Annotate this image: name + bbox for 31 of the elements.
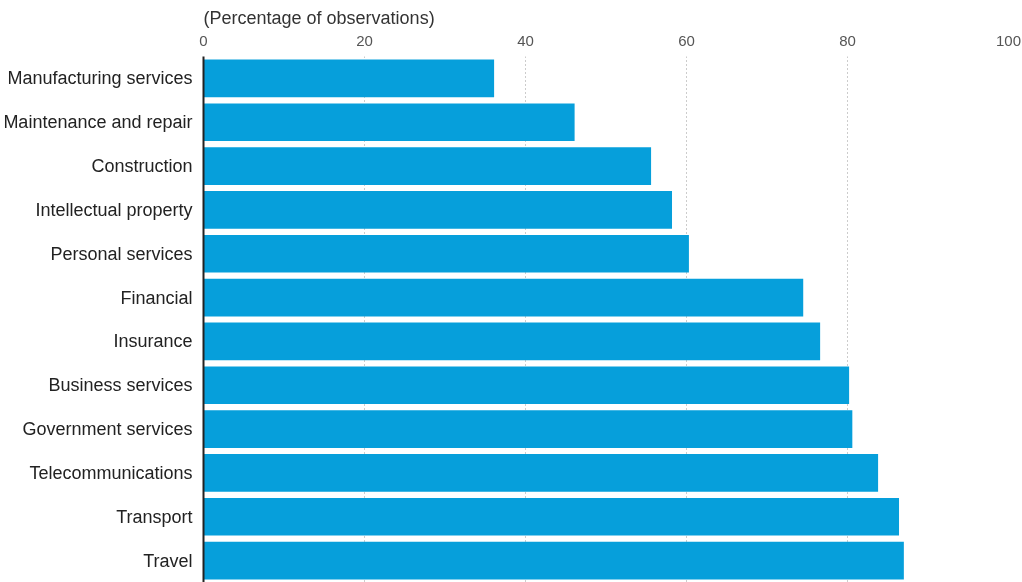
chart-subtitle: (Percentage of observations) xyxy=(203,7,435,28)
bar xyxy=(203,454,879,492)
x-tick-label: 40 xyxy=(517,31,534,49)
bar xyxy=(203,322,821,361)
bar xyxy=(203,103,575,142)
bar xyxy=(203,234,689,273)
bar xyxy=(203,366,850,405)
y-tick-label: Transport xyxy=(116,506,193,527)
x-tick-label: 80 xyxy=(839,31,856,49)
x-tick-label: 100 xyxy=(995,31,1022,49)
bar xyxy=(203,497,900,536)
x-tick-label: 0 xyxy=(199,31,208,49)
y-tick-label: Manufacturing services xyxy=(7,68,193,89)
y-tick-label: Intellectual property xyxy=(35,199,193,220)
y-tick-label: Construction xyxy=(91,156,193,177)
y-tick-label: Financial xyxy=(120,287,193,308)
x-tick-label: 20 xyxy=(356,31,373,49)
bar xyxy=(203,59,495,98)
y-tick-label: Telecommunications xyxy=(29,462,193,483)
y-tick-label: Insurance xyxy=(113,331,193,352)
y-tick-label: Business services xyxy=(48,375,193,396)
y-tick-label: Travel xyxy=(143,550,193,571)
y-tick-label: Maintenance and repair xyxy=(3,112,193,133)
y-tick-label: Government services xyxy=(22,419,193,440)
bar xyxy=(203,278,804,317)
x-tick-label: 60 xyxy=(678,31,695,49)
bar xyxy=(203,147,652,185)
bar xyxy=(203,410,853,448)
bar xyxy=(203,191,673,229)
bar xyxy=(203,541,904,580)
y-tick-label: Personal services xyxy=(50,243,193,264)
